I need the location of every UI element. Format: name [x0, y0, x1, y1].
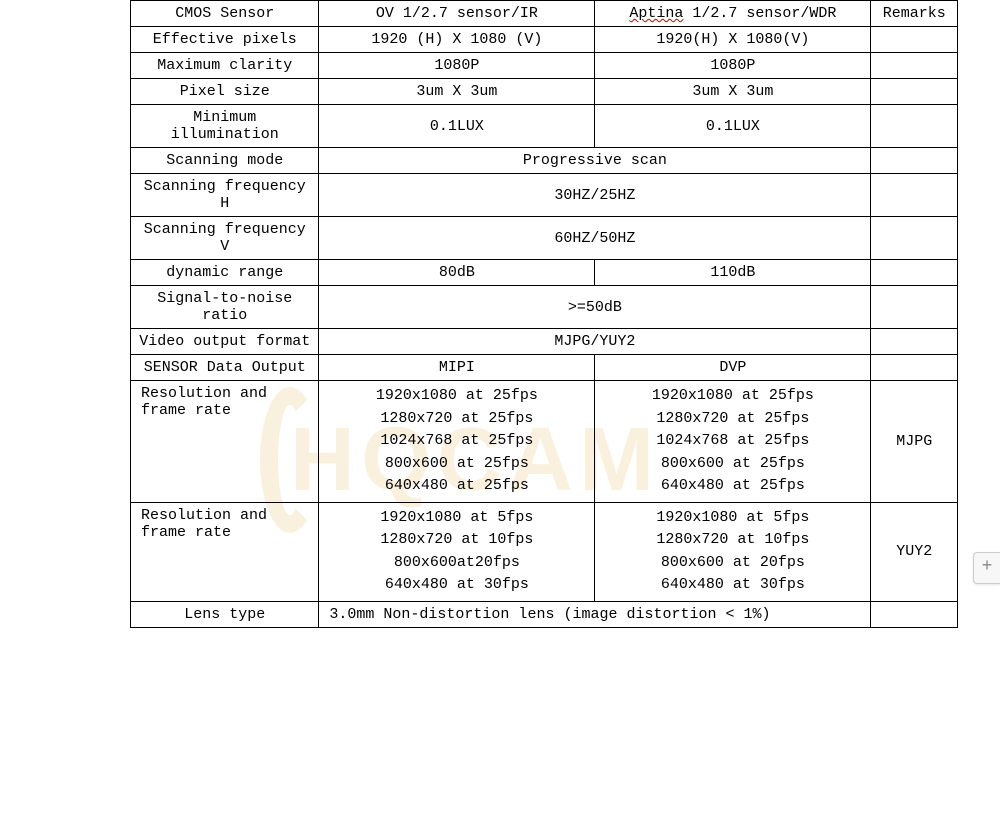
- row-label: Pixel size: [131, 79, 319, 105]
- cell-remarks: [871, 105, 958, 148]
- row-label: dynamic range: [131, 260, 319, 286]
- table-row: CMOS Sensor OV 1/2.7 sensor/IR Aptina 1/…: [131, 1, 958, 27]
- cell-res2-b: 1920x1080 at 5fps1280x720 at 10fps800x60…: [595, 502, 871, 601]
- cell-remarks: [871, 329, 958, 355]
- table-row: Scanning mode Progressive scan: [131, 148, 958, 174]
- cell: 0.1LUX: [595, 105, 871, 148]
- cell: 3um X 3um: [595, 79, 871, 105]
- row-label: SENSOR Data Output: [131, 355, 319, 381]
- cell-remarks: [871, 27, 958, 53]
- table-row: Scanning frequency V 60HZ/50HZ: [131, 217, 958, 260]
- cell: 110dB: [595, 260, 871, 286]
- row-label: Resolution and frame rate: [131, 502, 319, 601]
- table-row: Effective pixels 1920 (H) X 1080 (V) 192…: [131, 27, 958, 53]
- cell: 1080P: [595, 53, 871, 79]
- cell-remarks: [871, 174, 958, 217]
- cell: 3um X 3um: [319, 79, 595, 105]
- table-row: Resolution and frame rate 1920x1080 at 2…: [131, 381, 958, 503]
- cell-remarks: MJPG: [871, 381, 958, 503]
- row-label: Video output format: [131, 329, 319, 355]
- cell-span: 3.0mm Non-distortion lens (image distort…: [319, 601, 871, 627]
- cell-span: 60HZ/50HZ: [319, 217, 871, 260]
- page: HQCAM CMOS Sensor OV 1/2.7 sensor/IR Apt…: [0, 0, 1000, 828]
- cell: 80dB: [319, 260, 595, 286]
- header-label: CMOS Sensor: [131, 1, 319, 27]
- cell-span: 30HZ/25HZ: [319, 174, 871, 217]
- row-label: Effective pixels: [131, 27, 319, 53]
- cell-remarks: [871, 148, 958, 174]
- cell-span: Progressive scan: [319, 148, 871, 174]
- cell: 1920(H) X 1080(V): [595, 27, 871, 53]
- table-row: Video output format MJPG/YUY2: [131, 329, 958, 355]
- cell: 1920 (H) X 1080 (V): [319, 27, 595, 53]
- row-label: Scanning frequency H: [131, 174, 319, 217]
- table-row: Pixel size 3um X 3um 3um X 3um: [131, 79, 958, 105]
- row-label: Signal-to-noise ratio: [131, 286, 319, 329]
- table-row: Lens type 3.0mm Non-distortion lens (ima…: [131, 601, 958, 627]
- cell-span: >=50dB: [319, 286, 871, 329]
- cell-remarks: [871, 286, 958, 329]
- table-row: Signal-to-noise ratio >=50dB: [131, 286, 958, 329]
- cell-res1-b: 1920x1080 at 25fps1280x720 at 25fps1024x…: [595, 381, 871, 503]
- cell: DVP: [595, 355, 871, 381]
- row-label: Lens type: [131, 601, 319, 627]
- spec-table: CMOS Sensor OV 1/2.7 sensor/IR Aptina 1/…: [130, 0, 958, 628]
- cell-res2-a: 1920x1080 at 5fps1280x720 at 10fps800x60…: [319, 502, 595, 601]
- cell-remarks: [871, 79, 958, 105]
- cell-remarks: YUY2: [871, 502, 958, 601]
- table-row: Resolution and frame rate 1920x1080 at 5…: [131, 502, 958, 601]
- cell: MIPI: [319, 355, 595, 381]
- header-col-a: OV 1/2.7 sensor/IR: [319, 1, 595, 27]
- row-label: Minimum illumination: [131, 105, 319, 148]
- header-col-b-wavy: Aptina: [629, 5, 683, 22]
- cell: 0.1LUX: [319, 105, 595, 148]
- header-col-b: Aptina 1/2.7 sensor/WDR: [595, 1, 871, 27]
- row-label: Scanning frequency V: [131, 217, 319, 260]
- cell-remarks: [871, 260, 958, 286]
- table-row: Scanning frequency H 30HZ/25HZ: [131, 174, 958, 217]
- table-row: Minimum illumination 0.1LUX 0.1LUX: [131, 105, 958, 148]
- cell-remarks: [871, 53, 958, 79]
- cell-remarks: [871, 217, 958, 260]
- cell-remarks: [871, 601, 958, 627]
- header-col-b-rest: 1/2.7 sensor/WDR: [683, 5, 836, 22]
- cell-span: MJPG/YUY2: [319, 329, 871, 355]
- cell: 1080P: [319, 53, 595, 79]
- row-label: Scanning mode: [131, 148, 319, 174]
- row-label: Resolution and frame rate: [131, 381, 319, 503]
- expand-button[interactable]: +: [973, 552, 1000, 584]
- cell-remarks: [871, 355, 958, 381]
- header-remarks: Remarks: [871, 1, 958, 27]
- table-row: dynamic range 80dB 110dB: [131, 260, 958, 286]
- cell-res1-a: 1920x1080 at 25fps1280x720 at 25fps1024x…: [319, 381, 595, 503]
- table-row: SENSOR Data Output MIPI DVP: [131, 355, 958, 381]
- row-label: Maximum clarity: [131, 53, 319, 79]
- table-row: Maximum clarity 1080P 1080P: [131, 53, 958, 79]
